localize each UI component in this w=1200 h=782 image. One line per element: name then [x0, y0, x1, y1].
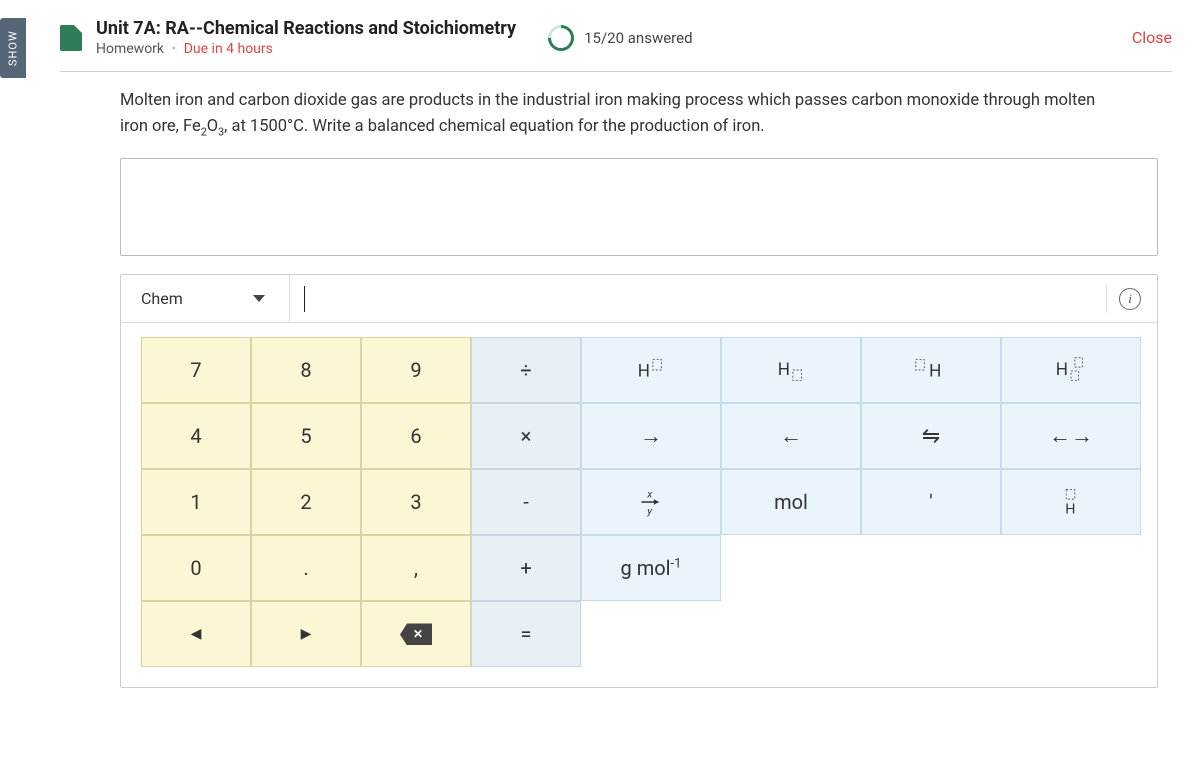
key-2[interactable]: 2 — [251, 469, 361, 535]
key-equilibrium[interactable]: ⇋ — [861, 403, 1001, 469]
key-xy-yields[interactable]: xy — [581, 469, 721, 535]
key-backspace[interactable]: ✕ — [361, 601, 471, 667]
info-icon[interactable]: i — [1119, 288, 1141, 310]
key-superscript[interactable]: H — [581, 337, 721, 403]
empty-cell — [721, 601, 861, 667]
key-4[interactable]: 4 — [141, 403, 251, 469]
key-presuperscript[interactable]: H — [861, 337, 1001, 403]
homework-label: Homework — [96, 41, 164, 57]
key-divide[interactable]: ÷ — [471, 337, 581, 403]
key-0[interactable]: 0 — [141, 535, 251, 601]
empty-cell — [581, 601, 721, 667]
svg-text:H: H — [638, 362, 650, 382]
subject-selector[interactable]: Chem — [121, 275, 290, 322]
key-comma[interactable]: , — [361, 535, 471, 601]
question-text: Molten iron and carbon dioxide gas are p… — [120, 88, 1120, 140]
empty-cell — [1001, 601, 1141, 667]
empty-cell — [861, 601, 1001, 667]
assignment-header: Unit 7A: RA--Chemical Reactions and Stoi… — [60, 18, 1172, 72]
key-8[interactable]: 8 — [251, 337, 361, 403]
due-text: Due in 4 hours — [184, 41, 273, 57]
input-cursor — [304, 286, 306, 312]
backspace-icon: ✕ — [400, 623, 432, 645]
key-3[interactable]: 3 — [361, 469, 471, 535]
svg-text:y: y — [646, 505, 653, 518]
key-super-sub[interactable]: H — [1001, 337, 1141, 403]
key-9[interactable]: 9 — [361, 337, 471, 403]
key-7[interactable]: 7 — [141, 337, 251, 403]
answer-input[interactable] — [120, 158, 1158, 256]
key-nav-left[interactable]: ◀ — [141, 601, 251, 667]
unit-title: Unit 7A: RA--Chemical Reactions and Stoi… — [96, 18, 516, 39]
key-arrow-right[interactable]: → — [581, 403, 721, 469]
keypad-panel: Chem i 7 8 9 ÷ H H — [120, 274, 1158, 688]
key-arrow-left[interactable]: ← — [721, 403, 861, 469]
answered-count: 15/20 answered — [584, 29, 692, 47]
svg-text:x: x — [646, 488, 653, 501]
empty-cell — [721, 535, 861, 601]
key-nav-right[interactable]: ▶ — [251, 601, 361, 667]
key-dot[interactable]: . — [251, 535, 361, 601]
progress-ring-icon — [548, 25, 574, 51]
svg-text:H: H — [778, 360, 790, 380]
assignment-subline: Homework • Due in 4 hours — [96, 41, 516, 57]
bullet-separator: • — [172, 41, 177, 57]
key-resonance[interactable]: ←→ — [1001, 403, 1141, 469]
subject-label: Chem — [141, 289, 183, 308]
empty-cell — [861, 535, 1001, 601]
chevron-down-icon — [253, 295, 265, 302]
key-stacked-h[interactable]: H — [1001, 469, 1141, 535]
key-plus[interactable]: + — [471, 535, 581, 601]
show-sidebar-tab[interactable]: SHOW — [0, 18, 26, 78]
key-equals[interactable]: = — [471, 601, 581, 667]
key-subscript[interactable]: H — [721, 337, 861, 403]
key-prime[interactable]: ′ — [861, 469, 1001, 535]
empty-cell — [1001, 535, 1141, 601]
key-multiply[interactable]: × — [471, 403, 581, 469]
key-5[interactable]: 5 — [251, 403, 361, 469]
key-minus[interactable]: - — [471, 469, 581, 535]
key-6[interactable]: 6 — [361, 403, 471, 469]
svg-text:H: H — [1065, 502, 1075, 518]
svg-text:H: H — [1056, 360, 1068, 380]
svg-text:H: H — [929, 362, 941, 382]
close-button[interactable]: Close — [1132, 28, 1172, 47]
key-mol[interactable]: mol — [721, 469, 861, 535]
key-1[interactable]: 1 — [141, 469, 251, 535]
document-icon — [60, 25, 82, 51]
key-gmol[interactable]: g mol-1 — [581, 535, 721, 601]
